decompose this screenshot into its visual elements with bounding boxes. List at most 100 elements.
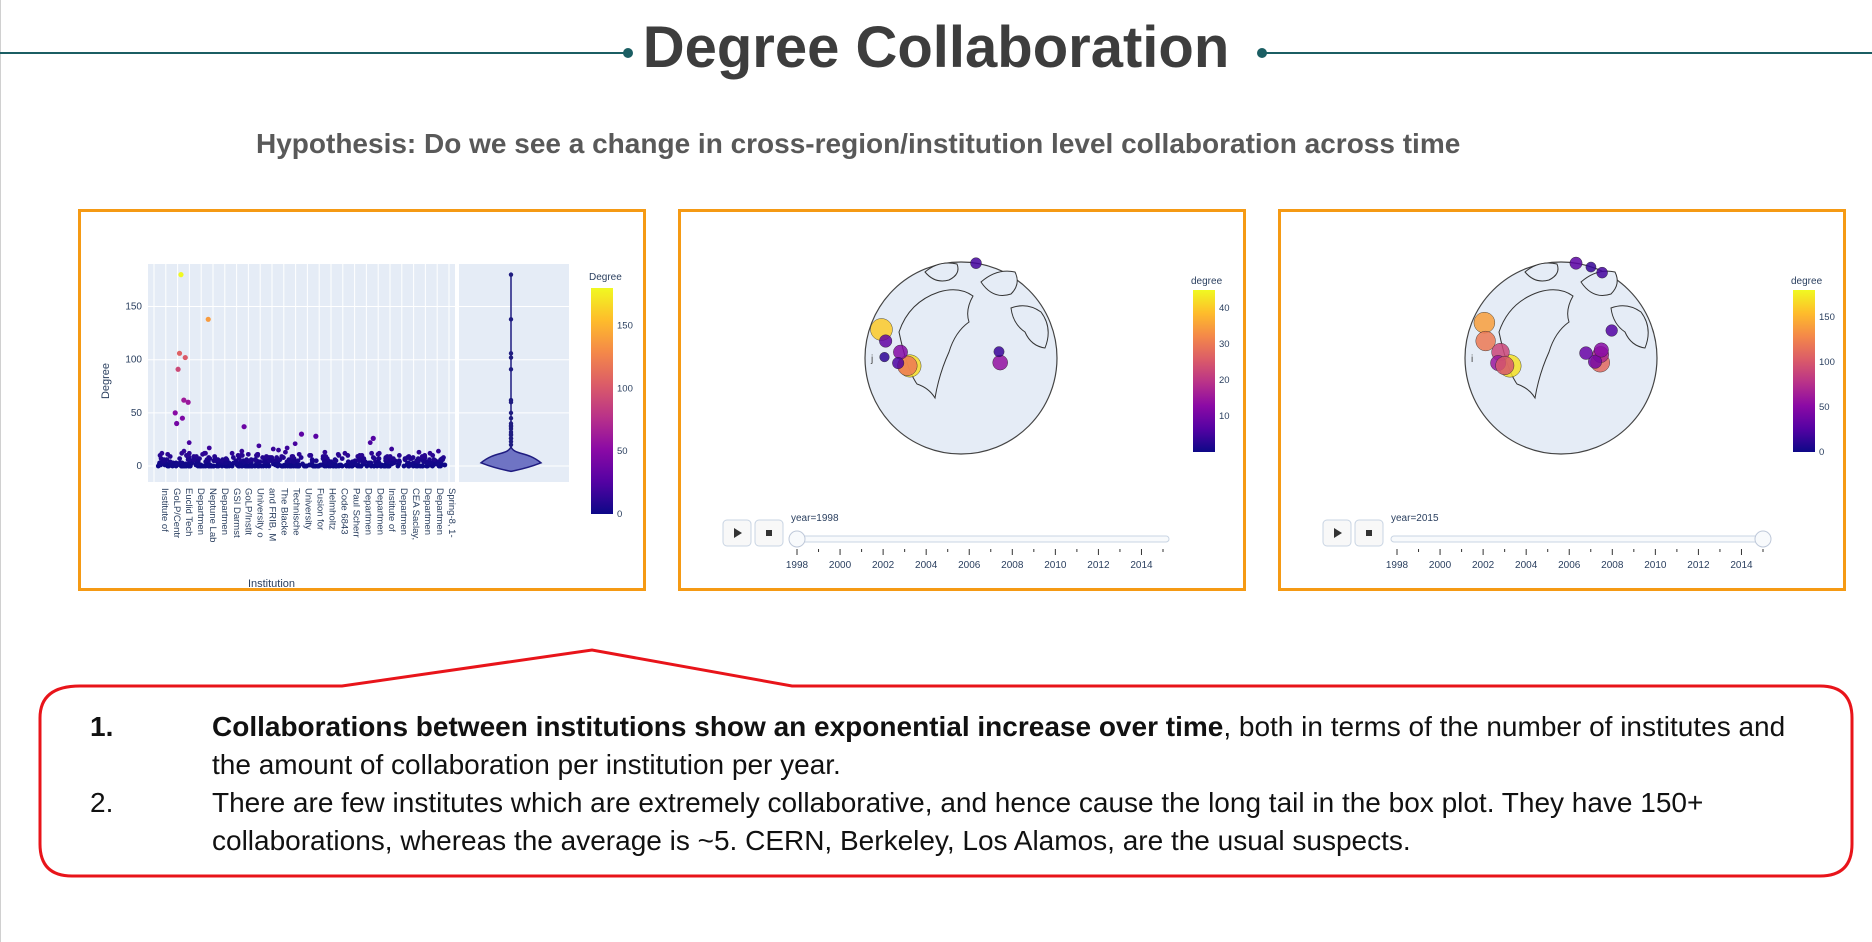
scatter-point xyxy=(209,463,215,469)
colorbar-tick-label: 150 xyxy=(1819,312,1835,323)
scatter-point xyxy=(283,449,288,455)
scatter-point xyxy=(167,454,173,459)
scatter-point xyxy=(436,448,441,454)
x-tick-label: Fusion for xyxy=(314,488,325,530)
map-point xyxy=(1585,261,1597,273)
scatter-point xyxy=(223,460,229,466)
scatter-point xyxy=(303,463,309,469)
slide-edge xyxy=(0,0,1,942)
scatter-point xyxy=(263,463,269,469)
colorbar xyxy=(1193,290,1215,452)
finding-text: Collaborations between institutions show… xyxy=(212,708,1812,784)
map-point xyxy=(893,344,908,360)
x-tick-label: Code 6843 xyxy=(338,488,349,534)
colorbar-tick-label: 40 xyxy=(1219,303,1230,314)
scatter-point xyxy=(178,272,184,278)
scatter-point xyxy=(327,460,333,466)
scatter-point xyxy=(440,457,446,463)
x-tick-label: CEA Saclay, xyxy=(410,488,421,540)
scatter-point xyxy=(276,447,281,453)
continent-outline xyxy=(1610,305,1649,349)
scatter-point xyxy=(396,453,402,458)
map-point xyxy=(892,357,905,370)
scatter-point xyxy=(248,457,254,463)
x-tick-label: Spring-8, 1- xyxy=(446,488,457,538)
globe-1998-panel: j degree 10 20 30 40 year=1998 1998 2000 2002 2004… xyxy=(678,209,1246,591)
x-tick-label: Euclid Tech xyxy=(183,488,194,536)
scatter-point xyxy=(182,354,188,361)
scatter-point xyxy=(397,459,402,465)
violin-outlier xyxy=(508,317,514,322)
scatter-point xyxy=(369,450,375,456)
scatter-point xyxy=(174,420,180,427)
scatter-point xyxy=(308,462,314,468)
x-tick-label: Departmen xyxy=(195,488,206,535)
scatter-point xyxy=(405,462,411,468)
scatter-point xyxy=(375,461,381,467)
x-tick-label: Technische xyxy=(291,488,302,536)
finding-rest: , both in terms of the number of institu… xyxy=(212,711,1786,780)
x-tick-label: and FRIB, M xyxy=(267,488,278,541)
play-button[interactable] xyxy=(722,519,752,547)
colorbar-tick-label: 50 xyxy=(617,446,628,457)
stop-button[interactable] xyxy=(754,519,784,547)
globe-2015-panel: i degree 0 50 100 150 year=2015 1998 2000 2002 200… xyxy=(1278,209,1846,591)
play-button[interactable] xyxy=(1322,519,1352,547)
scatter-point xyxy=(419,454,425,459)
scatter-point xyxy=(241,424,247,430)
slider-tick-label: 2012 xyxy=(1687,560,1710,571)
scatter-point xyxy=(339,463,345,469)
play-icon xyxy=(734,528,742,538)
scatter-point xyxy=(202,450,207,456)
continent-outline xyxy=(1010,305,1049,349)
scatter-point xyxy=(401,463,407,469)
year-slider-track[interactable] xyxy=(1390,535,1770,543)
violin-outlier xyxy=(508,400,514,405)
x-tick-label: Paul Scherr xyxy=(350,488,361,538)
scatter-point xyxy=(216,463,221,469)
slider-tick-label: 2006 xyxy=(958,560,981,571)
scatter-point xyxy=(284,445,290,451)
year-slider-handle[interactable] xyxy=(1754,530,1772,548)
x-tick-label: GSI Darmst xyxy=(231,488,242,538)
scatter-point xyxy=(295,458,301,464)
scatter-point xyxy=(416,449,422,455)
slider-tick-label: 2000 xyxy=(1429,560,1452,571)
stop-icon xyxy=(766,530,772,536)
slider-tick-label: 2000 xyxy=(829,560,852,571)
x-tick-label: Institute of xyxy=(159,488,170,532)
x-tick-label: Departmen xyxy=(374,488,385,535)
year-slider-handle[interactable] xyxy=(788,530,806,548)
map-point xyxy=(879,352,890,363)
slider-tick-label: 2006 xyxy=(1558,560,1581,571)
violin-outlier xyxy=(508,436,514,441)
scatter-point xyxy=(187,457,192,463)
slider-tick-label: 2004 xyxy=(1515,560,1538,571)
scatter-point xyxy=(186,463,192,469)
scatter-point xyxy=(322,459,328,465)
scatter-point xyxy=(186,453,191,458)
scatter-point xyxy=(333,458,339,464)
scatter-point xyxy=(253,457,258,463)
scatter-point xyxy=(260,455,266,460)
scatter-point xyxy=(219,458,225,464)
year-slider-track[interactable] xyxy=(790,535,1170,543)
slider-tick-label: 1998 xyxy=(786,560,809,571)
scatter-point xyxy=(185,399,191,405)
colorbar-tick-label: 150 xyxy=(617,321,633,332)
colorbar-tick-label: 100 xyxy=(617,383,633,394)
x-tick-label: University o xyxy=(255,488,266,538)
scatter-point xyxy=(255,453,261,458)
stop-button[interactable] xyxy=(1354,519,1384,547)
scatter-point xyxy=(435,461,440,467)
violin-body xyxy=(479,445,543,473)
slider-tick-label: 2012 xyxy=(1087,560,1110,571)
scatter-point xyxy=(431,457,437,463)
scatter-point xyxy=(279,463,284,469)
scatter-point xyxy=(367,440,373,446)
scatter-point xyxy=(270,446,276,452)
scatter-point xyxy=(215,457,221,463)
x-tick-label: University xyxy=(303,488,314,530)
scatter-point xyxy=(266,458,272,464)
